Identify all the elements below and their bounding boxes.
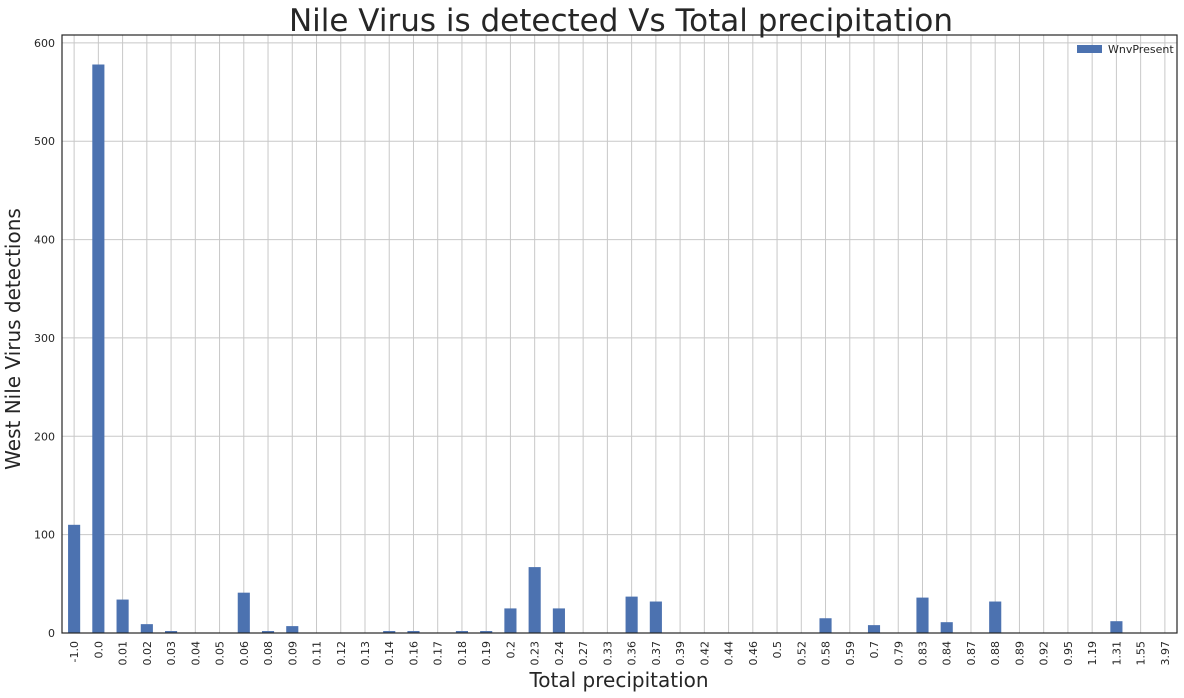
x-tick-label: 1.19 [1086,641,1099,666]
x-tick-label: 0.84 [941,641,954,666]
bar [916,597,929,633]
bar [286,626,299,633]
x-tick-label: 0.52 [795,641,808,666]
x-tick-label: 0.87 [965,641,978,666]
x-tick-label: 0.92 [1038,641,1051,666]
x-tick-label: 0.33 [601,641,614,666]
y-axis-title: West Nile Virus detections [1,208,25,470]
x-tick-label: 0.14 [383,641,396,666]
x-tick-label: 0.12 [335,641,348,666]
bar [407,631,420,633]
y-tick-label: 500 [34,135,55,148]
bar [867,625,881,633]
x-tick-label: 0.79 [892,641,905,666]
bar [528,567,541,633]
x-tick-label: 0.7 [868,641,881,659]
y-tick-label: 400 [34,234,55,247]
bar [625,596,638,633]
x-tick-label: 3.97 [1159,641,1172,666]
x-tick-label: 0.95 [1062,641,1075,666]
legend: WnvPresent [1077,43,1174,56]
x-tick-label: 0.39 [674,641,687,666]
bar [989,601,1002,633]
x-tick-label: 0.36 [626,641,639,666]
x-tick-label: 0.46 [747,641,760,666]
bar [116,599,129,633]
chart-title: Nile Virus is detected Vs Total precipit… [289,3,953,39]
grid-lines [62,35,1177,634]
x-tick-label: 0.02 [141,641,154,666]
x-tick-label: 0.37 [650,641,663,666]
bar [237,592,250,633]
x-tick-label: 0.05 [214,641,227,666]
x-tick-label: 0.18 [456,641,469,666]
y-tick-label: 0 [48,627,55,640]
y-tick-label: 600 [34,37,55,50]
bars [68,64,1123,633]
x-tick-label: 0.04 [189,641,202,666]
x-tick-label: 0.03 [165,641,178,666]
bar [552,608,565,633]
y-tick-label: 300 [34,332,55,345]
x-tick-label: 0.16 [407,641,420,666]
x-tick-label: 0.89 [1013,641,1026,666]
x-tick-label: 0.06 [238,641,251,666]
x-tick-label: 1.55 [1135,641,1148,666]
x-tick-label: 0.59 [844,641,857,666]
x-axis-title: Total precipitation [528,668,708,692]
y-tick-labels: 0 100 200 300 400 500 600 [34,37,55,640]
x-tick-label: 0.42 [698,641,711,666]
plot-frame [61,34,1178,634]
legend-label: WnvPresent [1108,43,1174,56]
bar [383,631,396,633]
x-tick-label: 0.17 [432,641,445,666]
bar [1110,621,1123,633]
bar [480,631,493,633]
x-tick-labels: -1.0 0.0 0.01 0.02 0.03 0.04 0.05 0.06 0.08 0.09 0… [68,641,1172,666]
x-tick-label: 0.24 [553,641,566,666]
x-tick-label: 0.01 [117,641,130,666]
y-tick-label: 200 [34,430,55,443]
x-tick-label: 0.0 [92,641,105,659]
bar [649,601,662,633]
bar [455,631,469,633]
x-tick-label: 0.58 [820,641,833,666]
bar [819,618,832,633]
bar [940,622,953,633]
x-tick-label: 0.11 [311,641,324,666]
y-tick-label: 100 [34,529,55,542]
x-tick-label: 0.83 [916,641,929,666]
x-tick-label: 0.13 [359,641,372,666]
bar [92,64,105,633]
bar [68,524,81,633]
x-tick-label: 0.19 [480,641,493,666]
x-tick-label: 1.31 [1110,641,1123,666]
x-tick-label: 0.08 [262,641,275,666]
x-tick-label: 0.23 [529,641,542,666]
x-tick-label: 0.44 [723,641,736,666]
legend-swatch [1077,45,1102,53]
x-tick-label: 0.2 [504,641,517,659]
x-tick-label: 0.88 [989,641,1002,666]
x-tick-label: 0.5 [771,641,784,659]
bar [504,608,517,633]
bar [140,624,153,633]
bar [165,631,178,633]
x-tick-label: 0.27 [577,641,590,666]
bar [261,631,275,633]
x-tick-label: -1.0 [68,641,81,662]
x-tick-label: 0.09 [286,641,299,666]
